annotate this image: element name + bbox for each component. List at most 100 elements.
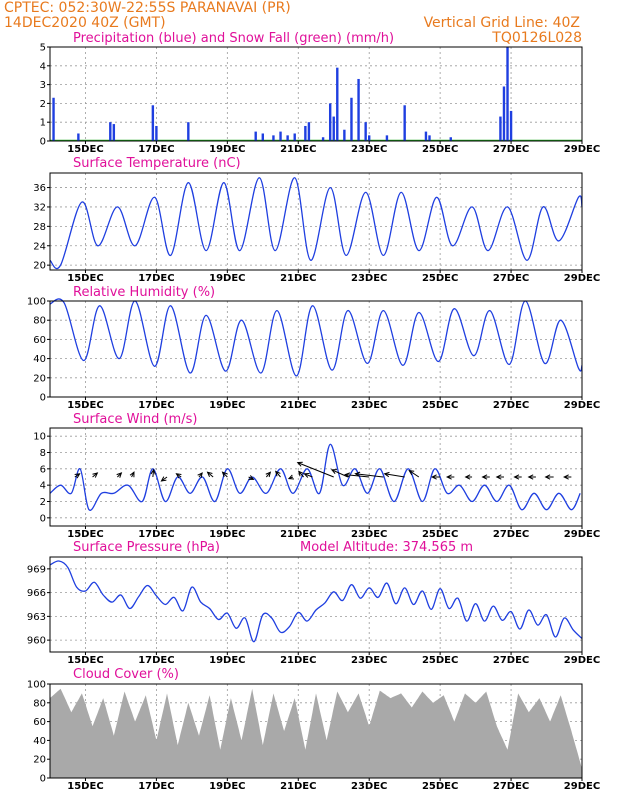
x-tick-label: 29DEC [564, 655, 600, 666]
precip-bar [279, 131, 282, 141]
y-tick-label: 2 [40, 497, 46, 508]
precip-bar [52, 97, 55, 141]
y-tick-label: 32 [33, 202, 46, 213]
wind-arrow [345, 474, 370, 478]
cloud-area [50, 688, 582, 778]
x-tick-label: 19DEC [209, 400, 245, 411]
x-tick-label: 17DEC [138, 781, 174, 792]
precip-bar [499, 116, 502, 141]
precip-bar [321, 137, 325, 141]
x-tick-label: 17DEC [138, 144, 174, 155]
y-tick-label: 60 [33, 717, 46, 728]
y-tick-label: 969 [27, 564, 46, 575]
precip-bar [286, 135, 289, 141]
x-tick-label: 27DEC [493, 529, 529, 540]
y-tick-label: 963 [27, 612, 46, 623]
precip-bar [254, 131, 257, 141]
precip-bar [304, 125, 307, 141]
x-tick-label: 23DEC [351, 529, 387, 540]
precip-bar [364, 122, 367, 141]
x-tick-label: 19DEC [209, 781, 245, 792]
y-tick-label: 100 [27, 680, 46, 691]
x-tick-label: 23DEC [351, 781, 387, 792]
wind-arrow-head [150, 468, 156, 475]
precip-bar [506, 47, 509, 141]
x-tick-label: 17DEC [138, 273, 174, 284]
panel-humidity: 0 20 40 60 80 100 15DEC 17DEC 19DEC 21DEC 23DEC 25D… [27, 285, 600, 411]
x-tick-label: 21DEC [280, 144, 316, 155]
wind-arrow-head [430, 474, 437, 480]
wind-arrow-head [383, 471, 390, 478]
panel-pressure: 960 963 966 969 15DEC 17DEC 19DEC 21DEC 23DEC 25D… [27, 540, 600, 666]
wind-arrow [331, 469, 349, 478]
precip-bar [336, 67, 339, 141]
wind-arrow-head [160, 476, 167, 482]
y-tick-label: 100 [27, 297, 46, 308]
x-tick-label: 15DEC [67, 781, 103, 792]
wind-arrow [355, 473, 384, 478]
precip-bar [272, 135, 275, 141]
precip-bar [449, 137, 452, 141]
precip-bar [428, 135, 431, 141]
wind-arrow-head [197, 472, 203, 478]
y-tick-label: 1 [40, 118, 46, 129]
wind-arrow [207, 471, 214, 478]
header-location: CPTEC: 052:30W-22:55S PARANAVAI (PR) [4, 0, 291, 16]
x-tick-label: 29DEC [564, 400, 600, 411]
precip-bar [350, 97, 353, 141]
panel-frame [49, 172, 583, 271]
wind-arrow-head [330, 469, 337, 474]
x-tick-label: 17DEC [138, 529, 174, 540]
x-tick-label: 17DEC [138, 400, 174, 411]
x-tick-label: 19DEC [209, 144, 245, 155]
panel-frame [49, 427, 583, 527]
y-tick-label: 40 [33, 736, 46, 747]
y-tick-label: 20 [33, 755, 46, 766]
y-tick-label: 3 [40, 80, 46, 91]
y-tick-label: 4 [40, 481, 46, 492]
y-tick-label: 5 [40, 43, 46, 54]
precip-bar [424, 131, 428, 141]
wind-arrow-head [527, 474, 534, 480]
x-tick-label: 19DEC [209, 273, 245, 284]
wind-arrow-head [206, 471, 213, 477]
x-tick-label: 21DEC [280, 529, 316, 540]
y-tick-label: 0 [40, 513, 46, 524]
precip-bar [509, 110, 513, 141]
panel-annotation: Model Altitude: 374.565 m [300, 540, 473, 555]
x-tick-label: 25DEC [422, 781, 458, 792]
precip-bar [151, 105, 155, 141]
wind-arrow-head [563, 474, 569, 480]
panel-precipitation: 0 1 2 3 4 5 15DEC 17DEC 19DEC 21DEC 23DEC 25DEC 27DE… [40, 31, 601, 155]
precip-bar [332, 116, 335, 141]
x-tick-label: 21DEC [280, 273, 316, 284]
panel-title: Surface Wind (m/s) [73, 412, 197, 427]
wind-arrow [297, 462, 334, 478]
precip-bar [343, 129, 346, 141]
precip-bar [357, 78, 360, 141]
panel-temperature: 20 24 28 32 36 15DEC 17DEC 19DEC 21DEC 23DEC 25DEC… [33, 156, 600, 284]
x-tick-label: 23DEC [351, 655, 387, 666]
wind-arrow-head [303, 472, 310, 478]
header-grid-note: Vertical Grid Line: 40Z [424, 15, 580, 31]
wind-arrow-head [287, 474, 294, 480]
y-tick-label: 0 [40, 393, 46, 404]
y-tick-label: 36 [33, 183, 46, 194]
wind-arrow-head [513, 474, 520, 480]
x-tick-label: 17DEC [138, 655, 174, 666]
y-tick-label: 60 [33, 335, 46, 346]
precip-bar [109, 122, 112, 141]
panel-frame [49, 300, 583, 398]
header-date: 14DEC2020 40Z (GMT) [4, 15, 166, 31]
wind-arrow [152, 469, 155, 478]
wind-arrow-head [481, 474, 488, 480]
wind-arrow-head [344, 472, 351, 478]
wind-arrow-head [298, 470, 304, 477]
y-tick-label: 4 [40, 61, 46, 72]
y-tick-label: 20 [33, 373, 46, 384]
y-tick-label: 960 [27, 636, 46, 647]
precip-bar [293, 133, 296, 141]
x-tick-label: 21DEC [280, 655, 316, 666]
wind-arrow-head [74, 473, 81, 479]
